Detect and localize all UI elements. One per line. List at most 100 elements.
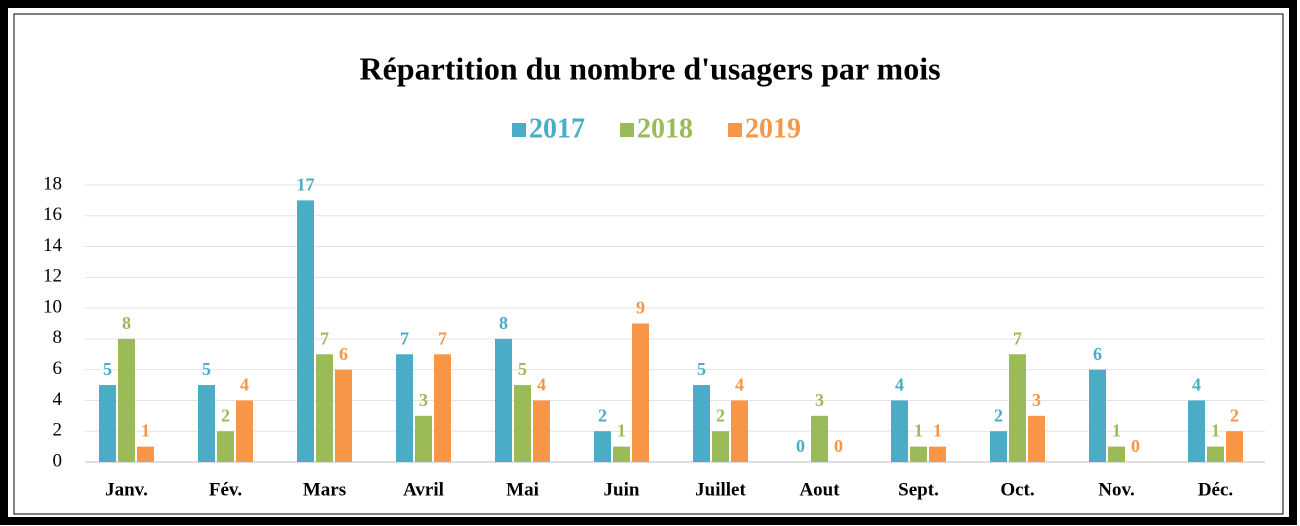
legend-label: 2017 (529, 113, 585, 144)
data-label: 1 (914, 421, 923, 441)
data-label: 1 (617, 421, 626, 441)
data-label: 6 (339, 344, 348, 364)
data-label: 7 (320, 328, 329, 348)
data-label: 7 (1013, 328, 1022, 348)
bar (910, 446, 927, 462)
x-tick-label: Fév. (209, 479, 242, 500)
bar (990, 431, 1007, 462)
y-tick-label: 14 (43, 235, 63, 256)
bar (118, 338, 135, 462)
bar (1089, 369, 1106, 462)
bar (693, 385, 710, 462)
data-label: 3 (815, 390, 824, 410)
bar (613, 446, 630, 462)
data-label: 5 (202, 359, 211, 379)
data-label: 1 (1211, 421, 1220, 441)
bar (396, 354, 413, 462)
x-tick-label: Juin (604, 479, 640, 500)
data-label: 4 (735, 375, 744, 395)
data-label: 1 (933, 421, 942, 441)
y-tick-label: 8 (53, 327, 63, 348)
x-tick-label: Aout (799, 479, 840, 500)
data-label: 4 (895, 375, 904, 395)
bar (811, 415, 828, 462)
y-tick-label: 0 (53, 450, 63, 471)
data-label: 8 (122, 313, 131, 333)
x-tick-label: Janv. (105, 479, 148, 500)
bar (1028, 415, 1045, 462)
y-tick-label: 4 (53, 389, 63, 410)
data-label: 2 (598, 405, 607, 425)
data-label: 17 (297, 175, 315, 195)
data-label: 2 (716, 405, 725, 425)
data-label: 5 (697, 359, 706, 379)
bar (929, 446, 946, 462)
data-label: 4 (1192, 375, 1201, 395)
x-tick-label: Juillet (695, 479, 746, 500)
legend-swatch (620, 123, 634, 137)
bar (1009, 354, 1026, 462)
bar (335, 369, 352, 462)
data-label: 8 (499, 313, 508, 333)
data-label: 2 (221, 405, 230, 425)
x-tick-label: Sept. (898, 479, 939, 500)
x-tick-label: Nov. (1098, 479, 1134, 500)
bar (594, 431, 611, 462)
chart-title: Répartition du nombre d'usagers par mois (359, 50, 940, 86)
bar (891, 400, 908, 462)
y-tick-label: 6 (53, 358, 63, 379)
x-tick-label: Avril (403, 479, 444, 500)
bar (712, 431, 729, 462)
x-tick-label: Mars (303, 479, 346, 500)
legend-swatch (728, 123, 742, 137)
data-label: 5 (103, 359, 112, 379)
data-label: 7 (400, 328, 409, 348)
y-tick-label: 12 (43, 266, 62, 287)
legend: 2017 2018 2019 (512, 113, 801, 144)
bar (99, 385, 116, 462)
bar (632, 323, 649, 462)
data-label: 5 (518, 359, 527, 379)
data-label: 3 (419, 390, 428, 410)
y-tick-label: 16 (43, 204, 62, 225)
inner-frame (13, 13, 1284, 515)
y-tick-label: 18 (43, 173, 62, 194)
bar (137, 446, 154, 462)
bar (514, 385, 531, 462)
legend-label: 2018 (637, 113, 693, 144)
bar (1188, 400, 1205, 462)
bar (1226, 431, 1243, 462)
bar (217, 431, 234, 462)
data-label: 3 (1032, 390, 1041, 410)
bar (434, 354, 451, 462)
data-label: 7 (438, 328, 447, 348)
data-label: 1 (1112, 421, 1121, 441)
data-label: 0 (1131, 436, 1140, 456)
x-tick-label: Oct. (1000, 479, 1034, 500)
bar (1108, 446, 1125, 462)
bar (297, 200, 314, 462)
bar (236, 400, 253, 462)
y-tick-label: 2 (53, 420, 63, 441)
y-tick-label: 10 (43, 296, 62, 317)
data-label: 4 (240, 375, 249, 395)
x-tick-label: Mai (506, 479, 539, 500)
data-label: 0 (796, 436, 805, 456)
data-label: 6 (1093, 344, 1102, 364)
bar (415, 415, 432, 462)
data-label: 4 (537, 375, 546, 395)
bar (198, 385, 215, 462)
bar (1207, 446, 1224, 462)
legend-swatch (512, 123, 526, 137)
bar (731, 400, 748, 462)
data-label: 1 (141, 421, 150, 441)
x-tick-label: Déc. (1198, 479, 1233, 500)
data-label: 2 (1230, 405, 1239, 425)
data-label: 2 (994, 405, 1003, 425)
data-label: 0 (834, 436, 843, 456)
bar (495, 338, 512, 462)
legend-label: 2019 (745, 113, 801, 144)
data-label: 9 (636, 298, 645, 318)
